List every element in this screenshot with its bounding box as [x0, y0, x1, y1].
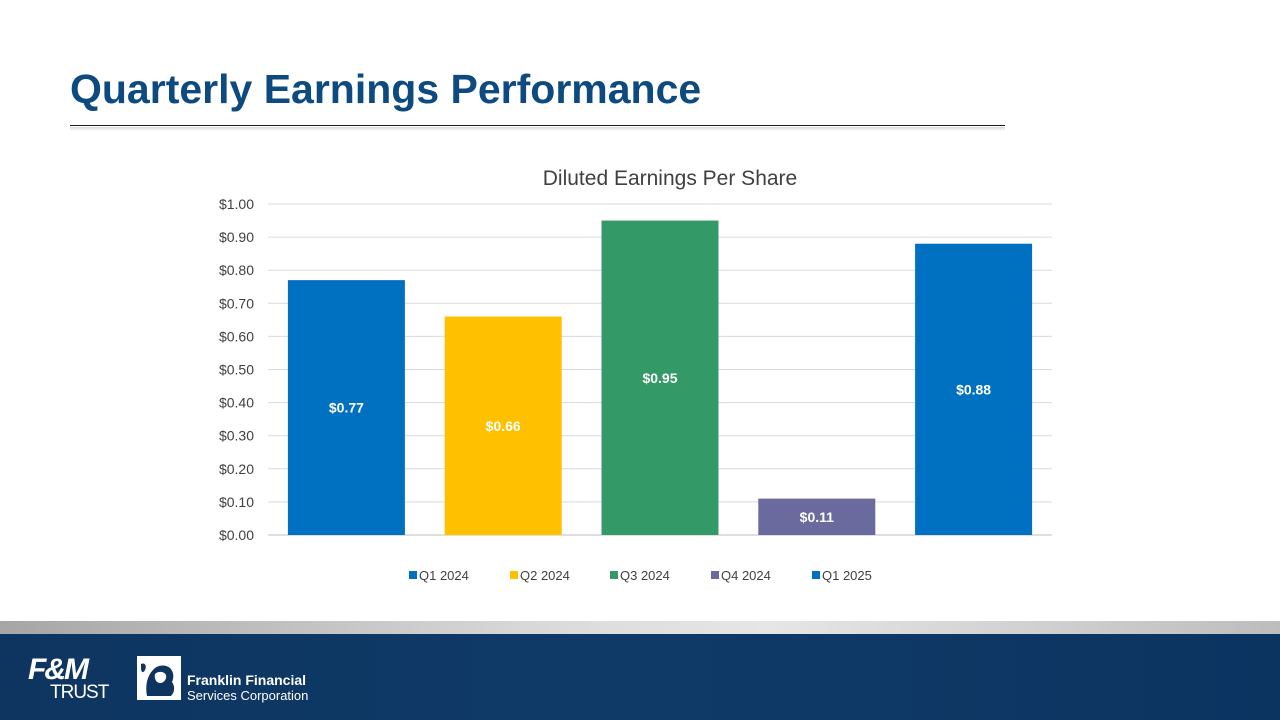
legend-swatch — [610, 571, 618, 579]
franklin-portrait-icon — [137, 656, 181, 700]
fm-trust-logo: F&M TRUST — [28, 653, 109, 703]
legend-entry: Q3 2024 — [620, 568, 670, 583]
y-tick-label: $0.60 — [219, 328, 254, 344]
legend-swatch — [409, 571, 417, 579]
y-tick-label: $0.80 — [219, 262, 254, 278]
y-tick-label: $0.40 — [219, 395, 254, 411]
bar-q2-2024 — [444, 316, 562, 535]
fm-logo-word: TRUST — [50, 682, 109, 703]
bar-q3-2024 — [601, 220, 719, 536]
y-tick-label: $0.90 — [219, 229, 254, 245]
y-tick-label: $0.20 — [219, 461, 254, 477]
bar-q1-2025 — [915, 243, 1033, 535]
bar-data-label: $0.11 — [800, 509, 834, 525]
legend-entry: Q1 2025 — [822, 568, 872, 583]
y-tick-label: $0.30 — [219, 428, 254, 444]
title-rule — [70, 125, 1005, 126]
bar-q4-2024 — [758, 498, 876, 535]
ffsc-wordmark: Franklin Financial Services Corporation — [187, 672, 308, 704]
company-name-line1: Franklin Financial — [187, 672, 307, 688]
legend-entry: Q2 2024 — [520, 568, 570, 583]
eps-bar-chart: Diluted Earnings Per Share $0.00 $0.10 $0.2… — [219, 167, 1052, 583]
legend-entry: Q1 2024 — [419, 568, 469, 583]
y-tick-label: $0.00 — [219, 527, 254, 543]
legend-swatch — [711, 571, 719, 579]
y-tick-label: $0.70 — [219, 295, 254, 311]
bar-data-label: $0.66 — [486, 418, 521, 434]
title-rule-shadow — [70, 127, 1005, 131]
bar-q1-2024 — [287, 280, 405, 535]
footer: F&M TRUST Franklin Financial Services Co… — [0, 634, 1280, 720]
legend-swatch — [510, 571, 518, 579]
legend-swatch — [812, 571, 820, 579]
legend-entry: Q4 2024 — [721, 568, 771, 583]
y-tick-label: $0.50 — [219, 362, 254, 378]
chart-title: Diluted Earnings Per Share — [543, 167, 797, 190]
y-tick-label: $1.00 — [219, 196, 254, 212]
company-name-line2: Services Corporation — [187, 688, 309, 703]
footer-gradient-band — [0, 621, 1280, 634]
bar-data-label: $0.77 — [329, 400, 364, 416]
fm-logo-mark: F&M — [28, 653, 89, 686]
y-tick-label: $0.10 — [219, 494, 254, 510]
slide-title: Quarterly Earnings Performance — [70, 66, 702, 112]
bar-data-label: $0.95 — [642, 370, 677, 386]
bar-data-label: $0.88 — [956, 381, 991, 397]
